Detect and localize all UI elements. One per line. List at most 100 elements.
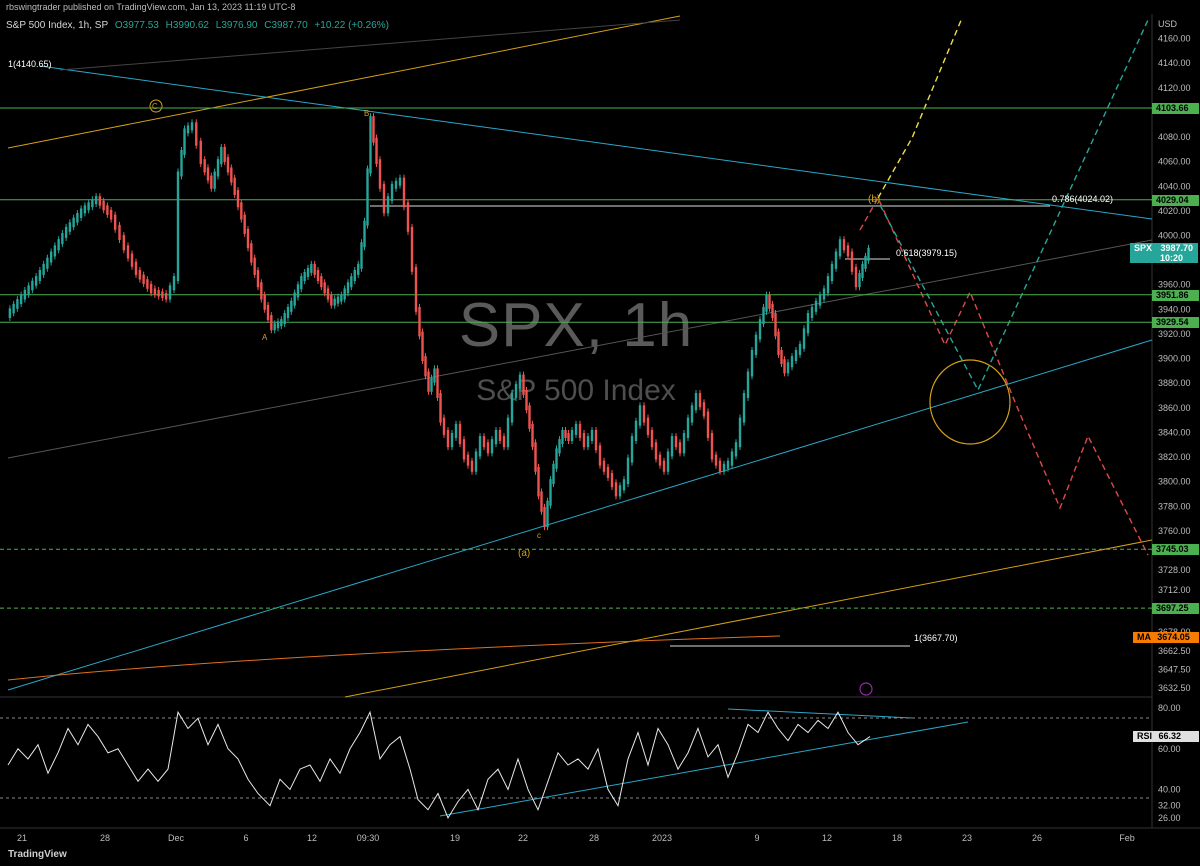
candle-body <box>646 417 650 435</box>
candle-body <box>742 393 746 423</box>
time-tick-label: 9 <box>754 833 759 843</box>
candle-body <box>531 423 534 448</box>
candle-body <box>427 371 430 392</box>
currency-label: USD <box>1158 19 1178 29</box>
level-badge[interactable]: 3697.25 <box>1152 603 1199 615</box>
candle-body <box>46 257 49 269</box>
candle-body <box>466 454 470 466</box>
candle-body <box>369 116 372 174</box>
wave-c-circle-icon <box>149 99 163 113</box>
last-price-badge[interactable]: SPX 3987.70 10:20 <box>1130 242 1198 263</box>
level-badge[interactable]: 3745.03 <box>1152 544 1199 556</box>
candle-body <box>402 177 406 208</box>
fib-label-1: 1(4140.65) <box>8 59 52 69</box>
trendline-grey <box>7 239 1153 459</box>
candle-body <box>296 284 300 298</box>
candle-body <box>590 429 594 442</box>
candle-body <box>418 306 421 337</box>
candle-body <box>326 288 330 300</box>
candle-body <box>180 149 183 177</box>
level-badge[interactable]: 3951.86 <box>1152 289 1199 301</box>
candle-body <box>446 429 450 448</box>
candle-body <box>798 343 802 355</box>
candle-body <box>273 323 276 331</box>
ohlc-header: S&P 500 Index, 1h, SP O3977.53 H3990.62 … <box>6 20 393 31</box>
candle-body <box>486 442 490 454</box>
candle-body <box>642 405 646 423</box>
candle-body <box>482 436 486 448</box>
candle-body <box>266 304 270 321</box>
candle-body <box>336 296 340 304</box>
price-tick-label: 4000.00 <box>1158 231 1191 241</box>
annotation-labels: 1(4140.65) 0.786(4024.02) 0.618(3979.15) 1(… <box>8 59 1113 643</box>
ma-badge[interactable]: MA 3674.05 <box>1133 631 1199 643</box>
candle-body <box>430 377 433 392</box>
candle-body <box>12 303 15 314</box>
candle-body <box>622 479 626 491</box>
level-badge[interactable]: 4029.04 <box>1152 194 1199 206</box>
price-tick-label: 3760.00 <box>1158 526 1191 536</box>
rsi-trendline-upper <box>727 708 913 719</box>
candle-body <box>714 454 718 466</box>
candle-body <box>253 257 256 275</box>
candle-body <box>286 306 290 318</box>
candle-body <box>366 168 369 226</box>
candle-body <box>186 125 190 134</box>
candle-body <box>353 269 356 282</box>
candle-body <box>390 183 394 202</box>
candle-body <box>765 294 768 312</box>
candle-body <box>846 245 850 257</box>
symbol-title[interactable]: S&P 500 Index, 1h, SP <box>6 20 109 31</box>
candle-body <box>564 429 567 438</box>
level-badge[interactable]: 3929.54 <box>1152 317 1199 329</box>
candle-body <box>53 245 57 257</box>
last-price-timer: 10:20 <box>1160 252 1184 263</box>
candle-body <box>864 255 867 269</box>
candle-body <box>83 205 87 214</box>
candle-body <box>546 500 549 528</box>
time-tick-label: 19 <box>450 833 460 843</box>
candle-body <box>153 288 157 295</box>
candle-body <box>149 283 153 294</box>
candle-body <box>113 214 117 230</box>
candle-body <box>57 239 60 251</box>
candle-body <box>206 167 210 181</box>
candle-body <box>433 368 436 383</box>
candle-body <box>602 460 606 472</box>
candle-body <box>34 276 38 286</box>
candle-body <box>243 214 246 234</box>
candle-body <box>263 294 266 310</box>
candle-body <box>710 433 714 460</box>
candle-body <box>606 466 610 478</box>
price-tick-label: 3880.00 <box>1158 378 1191 388</box>
candle-body <box>674 436 678 448</box>
candle-body <box>758 319 762 340</box>
rsi-tick-label: 32.00 <box>1158 801 1181 811</box>
candle-body <box>806 313 810 334</box>
candle-body <box>654 442 658 460</box>
candle-body <box>346 282 350 294</box>
rsi-badge[interactable]: RSI 66.32 <box>1133 730 1199 742</box>
price-axis-ticks: 4160.00 4140.00 4120.00 4080.00 4060.00 4040.… <box>1158 34 1191 823</box>
price-tick-label: 3820.00 <box>1158 452 1191 462</box>
candle-body <box>734 442 738 457</box>
candle-body <box>280 319 283 327</box>
candle-body <box>87 202 90 211</box>
candle-body <box>783 359 786 374</box>
candle-body <box>842 239 846 251</box>
tradingview-logo[interactable]: TradingView <box>8 849 67 860</box>
candle-body <box>138 269 142 280</box>
level-badge[interactable]: 4103.66 <box>1152 102 1199 114</box>
candle-body <box>838 239 842 257</box>
candle-body <box>414 266 418 312</box>
candle-body <box>822 288 826 300</box>
price-tick-label: 3728.00 <box>1158 565 1191 575</box>
time-tick-label: 6 <box>243 833 248 843</box>
time-tick-label: 18 <box>892 833 902 843</box>
wave-label-A: A <box>262 333 268 342</box>
close-value: C3987.70 <box>264 20 308 31</box>
candle-body <box>168 285 172 300</box>
lightning-icon[interactable] <box>859 682 873 696</box>
